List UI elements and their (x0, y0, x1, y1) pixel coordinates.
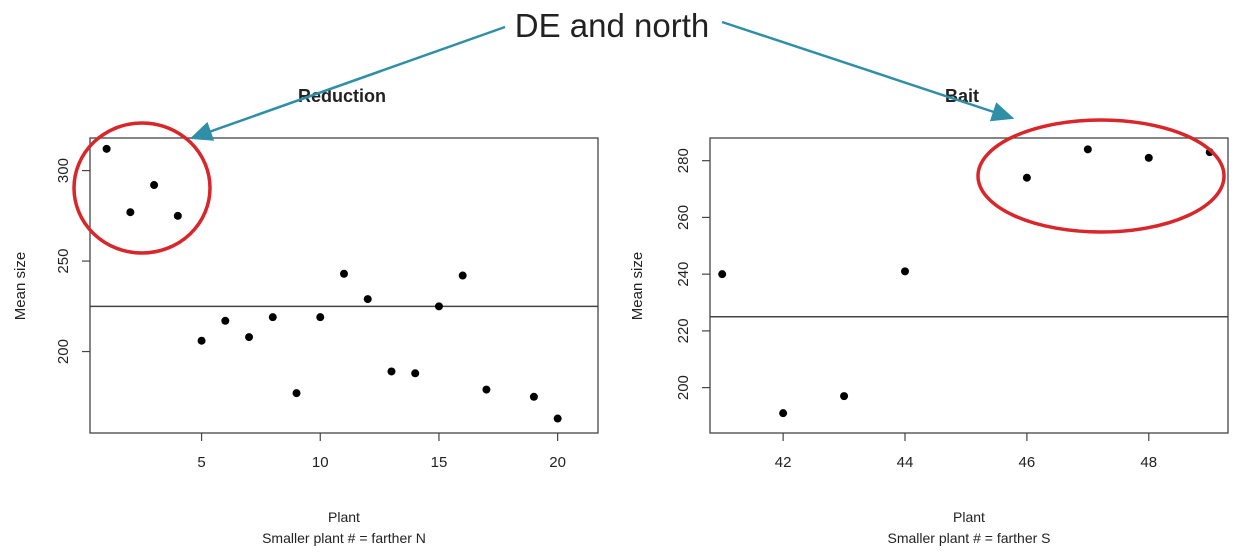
x-tick-label: 42 (775, 454, 792, 471)
data-point (1083, 145, 1092, 154)
x-tick-label: 15 (431, 454, 448, 471)
data-point (1022, 173, 1031, 182)
y-tick-label: 280 (675, 148, 692, 173)
y-tick-label: 300 (55, 158, 72, 183)
y-tick-label: 240 (675, 262, 692, 287)
data-point (901, 267, 910, 276)
data-point (718, 270, 727, 279)
x-tick-label: 20 (549, 454, 566, 471)
y-tick-label: 260 (675, 205, 692, 230)
x-tick-label: 46 (1019, 454, 1036, 471)
y-tick-label: 250 (55, 249, 72, 274)
data-point (482, 385, 491, 394)
data-point (553, 414, 562, 423)
data-point (411, 369, 420, 378)
data-point (316, 313, 325, 322)
x-tick-label: 5 (197, 454, 205, 471)
highlight-ellipse-reduction (72, 121, 212, 255)
y-tick-label: 200 (55, 339, 72, 364)
data-point (173, 211, 182, 220)
arrow-to-reduction (189, 25, 506, 141)
chart-title: Bait (945, 86, 979, 106)
headline: DE and north (515, 7, 709, 44)
x-tick-label: 48 (1140, 454, 1157, 471)
x-axis-label: Plant (328, 509, 360, 525)
data-point (197, 336, 206, 345)
data-point (292, 389, 301, 398)
data-point (779, 409, 788, 418)
x-axis-subtitle: Smaller plant # = farther N (262, 530, 426, 546)
data-point (363, 295, 372, 304)
data-point (387, 367, 396, 376)
plot-frame (709, 137, 1229, 434)
y-axis-label: Mean size (12, 252, 29, 320)
chart-title: Reduction (298, 86, 386, 106)
data-point (126, 208, 135, 217)
data-point (434, 302, 443, 311)
y-axis-label: Mean size (629, 252, 646, 320)
x-tick-label: 44 (897, 454, 914, 471)
data-point (268, 313, 277, 322)
data-point (458, 271, 467, 280)
highlight-ellipse-bait (976, 118, 1226, 234)
data-point (221, 316, 230, 325)
data-point (529, 392, 538, 401)
data-point (840, 392, 849, 401)
plot-frame (89, 137, 599, 434)
y-tick-label: 200 (675, 375, 692, 400)
x-tick-label: 10 (312, 454, 329, 471)
chart-panel-1: Reduction Plant Smaller plant # = farther … (12, 86, 599, 546)
arrow-to-bait (721, 20, 1015, 122)
chart-panel-2: Bait Plant Smaller plant # = farther S Mean… (629, 86, 1229, 546)
y-tick-label: 220 (675, 318, 692, 343)
data-point (340, 269, 348, 278)
chart-panels: Reduction Plant Smaller plant # = farther … (12, 86, 1229, 546)
data-point (245, 333, 254, 342)
data-point (150, 181, 159, 190)
data-point (1144, 153, 1153, 162)
annotations (72, 20, 1226, 255)
x-axis-label: Plant (953, 509, 985, 525)
data-point (102, 144, 111, 153)
x-axis-subtitle: Smaller plant # = farther S (887, 530, 1050, 546)
